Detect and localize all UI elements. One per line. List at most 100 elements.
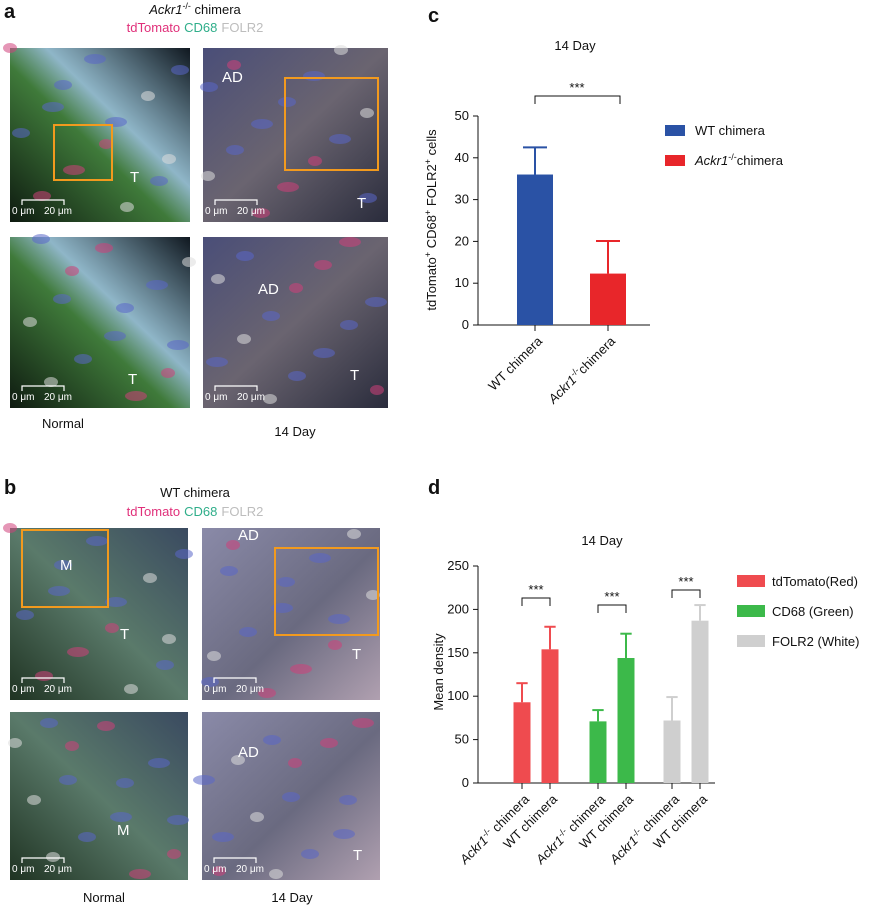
cell (97, 721, 115, 731)
significance-bracket (597, 604, 627, 613)
image-label: AD (238, 527, 259, 544)
cell (301, 849, 319, 859)
cell (370, 385, 384, 395)
cell (339, 795, 357, 805)
text-segment: FOLR2 (424, 164, 439, 210)
cell (271, 603, 293, 613)
legend-swatch (665, 155, 685, 166)
error-bar (523, 146, 547, 175)
panel-letter: d (428, 477, 440, 499)
y-tick-label: 40 (455, 150, 469, 165)
scale-label: 20 μm (237, 392, 265, 403)
bar (617, 658, 635, 783)
image-label: M (60, 557, 73, 574)
significance-bracket (671, 589, 701, 598)
cell (262, 311, 280, 321)
scale-bar (213, 857, 257, 863)
x-tick-label: Ackr1-/-chimera (544, 332, 619, 407)
cell (95, 243, 113, 253)
cell (289, 283, 303, 293)
image-label: AD (258, 281, 279, 298)
stain-legend: tdTomato CD68 FOLR2 (127, 504, 264, 519)
cell (282, 792, 300, 802)
significance: *** (569, 80, 584, 95)
text-segment: Mean density (431, 633, 446, 711)
cell (86, 536, 108, 546)
bar (590, 273, 626, 325)
cell (333, 829, 355, 839)
cell (226, 540, 240, 550)
y-tick-label: 30 (455, 192, 469, 207)
legend-label: tdTomato(Red) (772, 574, 858, 589)
panel-header: Ackr1-/- chimera (148, 1, 241, 17)
cell (171, 65, 189, 75)
y-tick-label: 200 (447, 601, 469, 616)
panel-letter: c (428, 5, 439, 27)
cell (339, 237, 361, 247)
bar (513, 702, 531, 783)
x-tick-label: WT chimera (485, 333, 546, 394)
scale-bar (214, 199, 258, 205)
cell (148, 758, 170, 768)
cell (78, 832, 96, 842)
text-segment: chimera (575, 333, 619, 377)
image-label: T (128, 371, 137, 388)
text-segment: FOLR2 (221, 20, 263, 35)
image-label: AD (222, 69, 243, 86)
cell (365, 297, 387, 307)
cell (366, 590, 380, 600)
cell (59, 775, 77, 785)
image-label: T (130, 169, 139, 186)
cell (44, 377, 58, 387)
cell (116, 778, 134, 788)
error-bar (666, 696, 678, 721)
text-segment: CD68 (424, 215, 439, 252)
cell (237, 334, 251, 344)
image-label: AD (238, 744, 259, 761)
micrograph (10, 528, 188, 700)
scale-bar (214, 385, 258, 391)
y-tick-label: 100 (447, 688, 469, 703)
cell (150, 176, 168, 186)
cell (99, 139, 113, 149)
chart-title: 14 Day (581, 533, 623, 548)
panel-letter: a (4, 1, 16, 23)
error-bar (592, 709, 604, 722)
legend-swatch (665, 125, 685, 136)
panel-caption: Normal (83, 890, 125, 905)
cell (40, 718, 58, 728)
cell (129, 869, 151, 879)
cell (252, 208, 270, 218)
scale-label: 0 μm (12, 392, 34, 403)
cell (162, 154, 176, 164)
cell (35, 671, 53, 681)
text-segment: Ackr1 (148, 2, 182, 17)
zoom-box (274, 547, 379, 636)
cell (258, 688, 276, 698)
cell (212, 866, 226, 876)
cell (53, 294, 71, 304)
cell (200, 82, 218, 92)
scale-label: 20 μm (237, 206, 265, 217)
cell (162, 634, 176, 644)
legend-swatch (737, 635, 765, 647)
error-bar (596, 239, 620, 274)
cell (146, 280, 168, 290)
cell (251, 119, 273, 129)
text-segment: Ackr1 (694, 153, 728, 168)
panel-caption: 14 Day (271, 890, 313, 905)
image-label: T (350, 367, 359, 384)
text-segment: FOLR2 (221, 504, 263, 519)
cell (46, 852, 60, 862)
scale-label: 20 μm (44, 392, 72, 403)
legend-swatch (737, 575, 765, 587)
micrograph (10, 237, 190, 408)
cell (288, 371, 306, 381)
cell (269, 869, 283, 879)
panel-letter: b (4, 477, 16, 499)
cell (120, 202, 134, 212)
text-segment: cells (424, 129, 439, 159)
cell (3, 43, 17, 53)
cell (263, 394, 277, 404)
